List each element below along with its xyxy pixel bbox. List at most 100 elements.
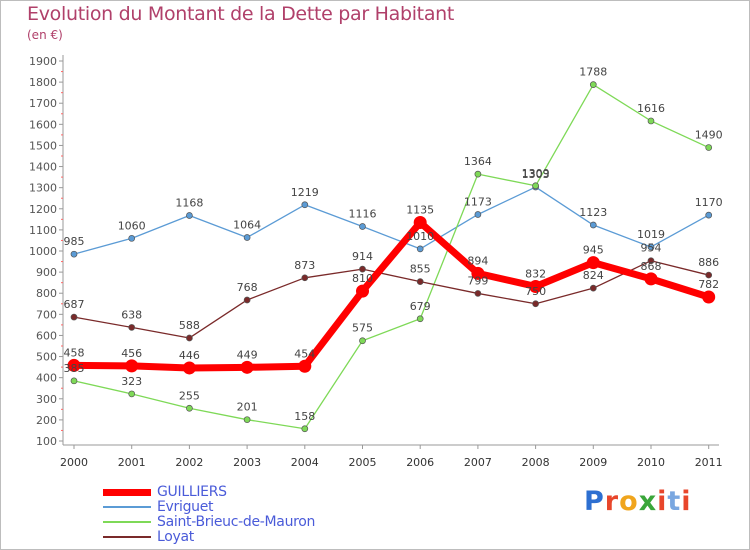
x-tick-label: 2001 bbox=[118, 456, 146, 469]
x-tick-label: 2000 bbox=[60, 456, 88, 469]
logo-letter: P bbox=[584, 486, 605, 517]
x-tick-label: 2011 bbox=[695, 456, 723, 469]
data-point bbox=[298, 359, 312, 373]
legend-swatch-evriguet bbox=[103, 506, 151, 508]
proxiti-logo: Proxiti bbox=[584, 486, 692, 517]
legend-label-evriguet: Evriguet bbox=[157, 499, 214, 515]
data-point bbox=[301, 425, 309, 433]
data-label: 1168 bbox=[175, 197, 203, 210]
data-label: 158 bbox=[294, 410, 315, 423]
data-point bbox=[529, 279, 543, 293]
data-point bbox=[128, 390, 136, 398]
logo-letter: t bbox=[667, 486, 682, 517]
legend-swatch-saint-brieuc bbox=[103, 521, 151, 523]
data-point bbox=[186, 212, 193, 219]
data-label: 886 bbox=[698, 256, 719, 269]
data-label: 855 bbox=[410, 263, 431, 276]
y-tick-label: 1500 bbox=[29, 139, 57, 152]
x-tick-label: 2006 bbox=[406, 456, 434, 469]
logo-letter: o bbox=[619, 486, 639, 517]
data-label: 873 bbox=[294, 259, 315, 272]
data-label: 385 bbox=[64, 362, 85, 375]
data-label: 832 bbox=[525, 267, 546, 280]
data-label: 824 bbox=[583, 269, 604, 282]
logo-letter: x bbox=[638, 486, 658, 517]
data-label: 449 bbox=[237, 348, 258, 361]
series-line-saint-brieuc-de-mauron bbox=[73, 83, 710, 430]
data-point bbox=[705, 211, 713, 219]
data-point bbox=[128, 234, 136, 242]
y-tick-label: 200 bbox=[36, 414, 57, 427]
data-label: 954 bbox=[641, 242, 662, 255]
data-label: 945 bbox=[583, 244, 604, 257]
data-label: 323 bbox=[121, 375, 142, 388]
data-label: 679 bbox=[410, 300, 431, 313]
y-tick-label: 1300 bbox=[29, 182, 57, 195]
data-point bbox=[705, 144, 713, 151]
legend-label-saint-brieuc: Saint-Brieuc-de-Mauron bbox=[157, 514, 316, 530]
series-line-guilliers bbox=[70, 219, 713, 372]
data-label: 456 bbox=[121, 347, 142, 360]
data-point bbox=[647, 257, 655, 265]
data-label: 1364 bbox=[464, 155, 492, 168]
data-point bbox=[359, 265, 366, 273]
data-point bbox=[589, 81, 597, 88]
data-label: 575 bbox=[352, 322, 373, 335]
data-label: 1135 bbox=[406, 204, 434, 217]
data-point bbox=[586, 256, 600, 270]
data-label: 1064 bbox=[233, 218, 261, 231]
data-point bbox=[416, 278, 424, 285]
data-label: 1219 bbox=[291, 186, 319, 199]
data-label: 1170 bbox=[695, 196, 723, 209]
data-point bbox=[128, 324, 136, 331]
data-label: 454 bbox=[294, 347, 315, 360]
data-point bbox=[67, 358, 81, 372]
data-label: 1309 bbox=[522, 167, 550, 180]
logo-letter: i bbox=[657, 486, 668, 517]
data-label: 1173 bbox=[464, 195, 492, 208]
data-point bbox=[589, 284, 597, 292]
data-point bbox=[356, 284, 369, 298]
y-tick-label: 800 bbox=[36, 287, 57, 300]
data-point bbox=[474, 170, 482, 178]
data-label: 810 bbox=[352, 272, 373, 285]
data-point bbox=[644, 272, 658, 286]
data-label: 750 bbox=[525, 285, 546, 298]
data-point bbox=[243, 416, 251, 424]
data-label: 1060 bbox=[118, 219, 146, 232]
data-point bbox=[243, 234, 251, 241]
data-point bbox=[532, 300, 539, 308]
data-point bbox=[416, 315, 424, 323]
data-label: 894 bbox=[467, 254, 488, 267]
x-tick-label: 2009 bbox=[579, 456, 607, 469]
data-point bbox=[647, 243, 655, 251]
data-point bbox=[301, 201, 309, 209]
x-tick-label: 2003 bbox=[233, 456, 261, 469]
data-label: 446 bbox=[179, 349, 200, 362]
y-tick-label: 1800 bbox=[29, 76, 57, 89]
y-tick-label: 600 bbox=[36, 329, 57, 342]
y-tick-label: 1100 bbox=[29, 224, 57, 237]
data-label: 985 bbox=[64, 235, 85, 248]
y-tick-label: 500 bbox=[36, 351, 57, 364]
data-label: 782 bbox=[698, 278, 719, 291]
x-tick-label: 2002 bbox=[175, 456, 203, 469]
x-tick-label: 2005 bbox=[349, 456, 377, 469]
data-point bbox=[589, 221, 597, 229]
data-label: 799 bbox=[467, 274, 488, 287]
data-label: 1490 bbox=[695, 129, 723, 142]
data-label: 1303 bbox=[522, 168, 550, 181]
data-label: 768 bbox=[237, 281, 258, 294]
chart-subtitle: (en €) bbox=[27, 28, 63, 42]
data-point bbox=[647, 117, 655, 125]
logo-letter: i bbox=[681, 486, 692, 517]
data-point bbox=[240, 360, 254, 374]
y-tick-label: 900 bbox=[36, 266, 57, 279]
legend-label-guilliers: GUILLIERS bbox=[157, 484, 227, 500]
y-tick-label: 1200 bbox=[29, 203, 57, 216]
y-tick-label: 700 bbox=[36, 308, 57, 321]
y-tick-label: 300 bbox=[36, 393, 57, 406]
data-label: 1019 bbox=[637, 228, 665, 241]
data-label: 1123 bbox=[579, 206, 607, 219]
